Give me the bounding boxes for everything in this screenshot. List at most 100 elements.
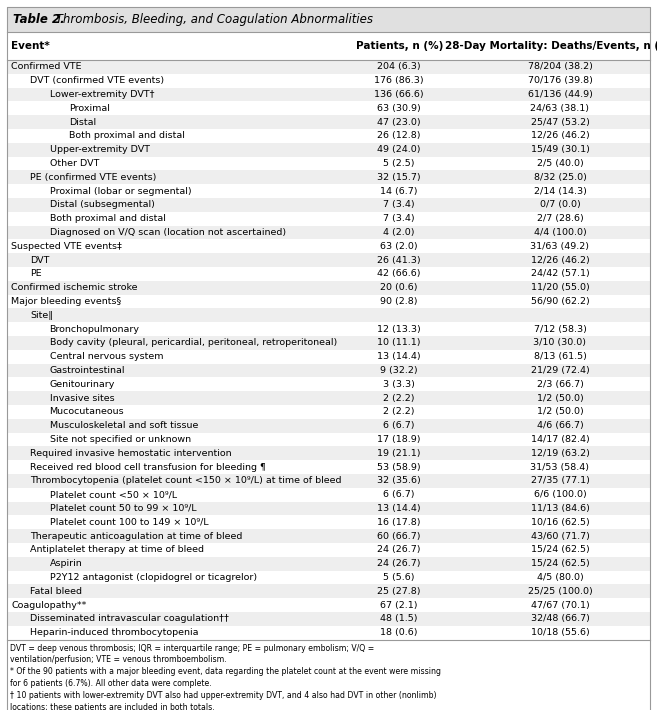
Bar: [7, 529, 650, 543]
Text: 6 (6.7): 6 (6.7): [384, 490, 415, 499]
Bar: [7, 115, 650, 129]
Text: 27/35 (77.1): 27/35 (77.1): [531, 476, 589, 486]
Text: Platelet count <50 × 10⁹/L: Platelet count <50 × 10⁹/L: [49, 490, 177, 499]
Text: 18 (0.6): 18 (0.6): [380, 628, 418, 637]
Text: Therapeutic anticoagulation at time of bleed: Therapeutic anticoagulation at time of b…: [30, 532, 242, 540]
Text: Both proximal and distal: Both proximal and distal: [69, 131, 185, 141]
Bar: [7, 60, 650, 74]
Text: Gastrointestinal: Gastrointestinal: [49, 366, 125, 375]
Text: 8/32 (25.0): 8/32 (25.0): [533, 173, 587, 182]
Text: Body cavity (pleural, pericardial, peritoneal, retroperitoneal): Body cavity (pleural, pericardial, perit…: [49, 339, 337, 347]
Text: 11/13 (84.6): 11/13 (84.6): [531, 504, 589, 513]
Bar: [7, 129, 650, 143]
Text: 10 (11.1): 10 (11.1): [378, 339, 421, 347]
Bar: [7, 32, 650, 60]
Bar: [7, 308, 650, 322]
Bar: [7, 612, 650, 626]
Text: Disseminated intravascular coagulation††: Disseminated intravascular coagulation††: [30, 614, 229, 623]
Text: 11/20 (55.0): 11/20 (55.0): [531, 283, 589, 293]
Text: Lower-extremity DVT†: Lower-extremity DVT†: [49, 90, 154, 99]
Text: DVT: DVT: [30, 256, 50, 265]
Text: 26 (12.8): 26 (12.8): [378, 131, 421, 141]
Text: 19 (21.1): 19 (21.1): [378, 449, 421, 458]
Text: Other DVT: Other DVT: [49, 159, 99, 168]
Text: * Of the 90 patients with a major bleeding event, data regarding the platelet co: * Of the 90 patients with a major bleedi…: [10, 667, 441, 676]
Text: 2/14 (14.3): 2/14 (14.3): [533, 187, 587, 195]
Text: 24 (26.7): 24 (26.7): [378, 545, 421, 555]
Bar: [7, 391, 650, 405]
Bar: [7, 557, 650, 571]
Text: 31/53 (58.4): 31/53 (58.4): [530, 463, 589, 471]
Text: 176 (86.3): 176 (86.3): [374, 76, 424, 85]
Text: 25/25 (100.0): 25/25 (100.0): [528, 586, 593, 596]
Text: 53 (58.9): 53 (58.9): [377, 463, 421, 471]
Bar: [7, 226, 650, 239]
Text: 12/26 (46.2): 12/26 (46.2): [531, 131, 589, 141]
Text: 47/67 (70.1): 47/67 (70.1): [531, 601, 589, 610]
Bar: [7, 378, 650, 391]
Text: 32 (15.7): 32 (15.7): [377, 173, 421, 182]
Text: Required invasive hemostatic intervention: Required invasive hemostatic interventio…: [30, 449, 232, 458]
Bar: [7, 87, 650, 102]
Text: 28-Day Mortality: Deaths/Events, n (%): 28-Day Mortality: Deaths/Events, n (%): [445, 41, 657, 51]
Bar: [7, 170, 650, 184]
Text: for 6 patients (6.7%). All other data were complete.: for 6 patients (6.7%). All other data we…: [10, 679, 212, 688]
Text: 32 (35.6): 32 (35.6): [377, 476, 421, 486]
Text: Antiplatelet therapy at time of bleed: Antiplatelet therapy at time of bleed: [30, 545, 204, 555]
Text: 17 (18.9): 17 (18.9): [378, 435, 421, 444]
Text: 136 (66.6): 136 (66.6): [374, 90, 424, 99]
Text: 32/48 (66.7): 32/48 (66.7): [531, 614, 589, 623]
Text: Proximal: Proximal: [69, 104, 110, 113]
Bar: [7, 501, 650, 515]
Bar: [7, 280, 650, 295]
Text: 6/6 (100.0): 6/6 (100.0): [533, 490, 586, 499]
Text: 43/60 (71.7): 43/60 (71.7): [531, 532, 589, 540]
Text: 63 (2.0): 63 (2.0): [380, 242, 418, 251]
Text: 3/10 (30.0): 3/10 (30.0): [533, 339, 587, 347]
Text: 24/63 (38.1): 24/63 (38.1): [530, 104, 589, 113]
Text: Site‖: Site‖: [30, 311, 53, 320]
Text: Platelet count 100 to 149 × 10⁹/L: Platelet count 100 to 149 × 10⁹/L: [49, 518, 208, 527]
Text: P2Y12 antagonist (clopidogrel or ticagrelor): P2Y12 antagonist (clopidogrel or ticagre…: [49, 573, 257, 582]
Bar: [7, 157, 650, 170]
Text: 12/26 (46.2): 12/26 (46.2): [531, 256, 589, 265]
Bar: [7, 584, 650, 599]
Text: DVT = deep venous thrombosis; IQR = interquartile range; PE = pulmonary embolism: DVT = deep venous thrombosis; IQR = inte…: [10, 643, 374, 652]
Bar: [7, 571, 650, 584]
Text: 9 (32.2): 9 (32.2): [380, 366, 418, 375]
Text: 48 (1.5): 48 (1.5): [380, 614, 418, 623]
Text: Site not specified or unknown: Site not specified or unknown: [49, 435, 191, 444]
Text: Invasive sites: Invasive sites: [49, 393, 114, 403]
Text: 13 (14.4): 13 (14.4): [377, 352, 421, 361]
Text: 15/49 (30.1): 15/49 (30.1): [531, 146, 589, 154]
Bar: [7, 599, 650, 612]
Text: 15/24 (62.5): 15/24 (62.5): [531, 559, 589, 568]
Text: 2 (2.2): 2 (2.2): [384, 393, 415, 403]
Bar: [7, 488, 650, 501]
Bar: [7, 405, 650, 419]
Text: 4/6 (66.7): 4/6 (66.7): [537, 421, 583, 430]
Text: 42 (66.6): 42 (66.6): [378, 269, 421, 278]
Text: 25/47 (53.2): 25/47 (53.2): [531, 118, 589, 126]
Text: 1/2 (50.0): 1/2 (50.0): [537, 408, 583, 416]
Text: Confirmed VTE: Confirmed VTE: [11, 62, 81, 72]
Text: 24 (26.7): 24 (26.7): [378, 559, 421, 568]
Bar: [7, 253, 650, 267]
Bar: [7, 184, 650, 198]
Text: 4 (2.0): 4 (2.0): [384, 228, 415, 237]
Text: 14/17 (82.4): 14/17 (82.4): [531, 435, 589, 444]
Text: 10/18 (55.6): 10/18 (55.6): [531, 628, 589, 637]
Bar: [7, 432, 650, 447]
Text: 56/90 (62.2): 56/90 (62.2): [531, 297, 589, 306]
Text: Mucocutaneous: Mucocutaneous: [49, 408, 124, 416]
Bar: [7, 474, 650, 488]
Text: Musculoskeletal and soft tissue: Musculoskeletal and soft tissue: [49, 421, 198, 430]
Text: 8/13 (61.5): 8/13 (61.5): [533, 352, 587, 361]
Bar: [7, 447, 650, 460]
Bar: [7, 626, 650, 640]
Text: 63 (30.9): 63 (30.9): [377, 104, 421, 113]
Text: 70/176 (39.8): 70/176 (39.8): [528, 76, 593, 85]
Text: 25 (27.8): 25 (27.8): [378, 586, 421, 596]
Text: Heparin-induced thrombocytopenia: Heparin-induced thrombocytopenia: [30, 628, 199, 637]
Text: 67 (2.1): 67 (2.1): [380, 601, 418, 610]
